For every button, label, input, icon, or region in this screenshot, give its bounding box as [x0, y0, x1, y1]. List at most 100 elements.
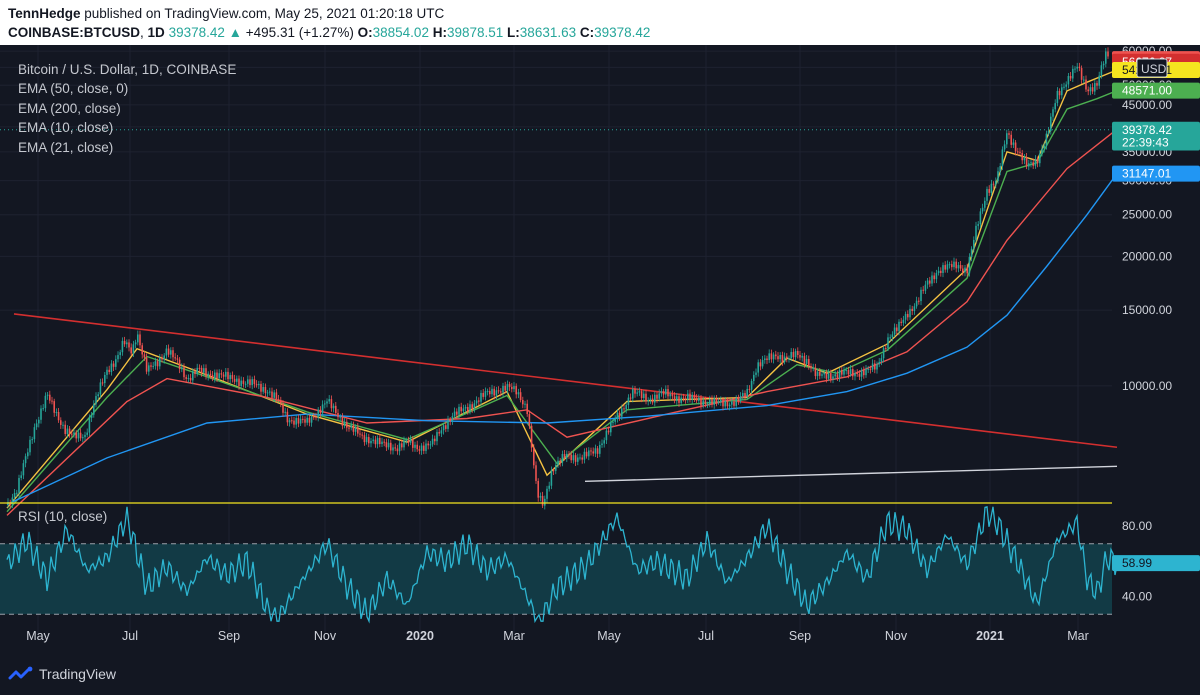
- brand-label[interactable]: TradingView: [39, 666, 117, 682]
- candle-body: [255, 384, 258, 386]
- candle-body: [130, 347, 132, 354]
- candle-body: [1041, 148, 1043, 154]
- candle-body: [792, 351, 795, 358]
- candle-body: [713, 398, 715, 405]
- candle-body: [788, 358, 790, 360]
- candle-body: [599, 445, 601, 454]
- candle-body: [816, 371, 819, 377]
- candle-body: [770, 353, 773, 360]
- candle-body: [1012, 142, 1015, 145]
- candle-body: [44, 395, 47, 409]
- candle-body: [46, 394, 49, 396]
- ema-line: [6, 173, 1118, 506]
- candle-body: [154, 361, 157, 366]
- candle-body: [341, 416, 344, 426]
- candle-body: [238, 378, 240, 386]
- candle-body: [40, 408, 42, 420]
- candle-body: [35, 423, 38, 428]
- candle-body: [990, 183, 993, 193]
- time-tick-label: Nov: [314, 629, 337, 643]
- candle-body: [779, 355, 781, 360]
- high-label: H:: [432, 25, 447, 40]
- price-label-text: 39378.42: [1122, 123, 1172, 137]
- candle-body: [627, 397, 630, 406]
- candle-body: [968, 257, 971, 274]
- time-tick-label: May: [597, 629, 621, 643]
- indicator-legend-item: EMA (21, close): [18, 140, 113, 155]
- candle-body: [126, 342, 128, 345]
- high-value: 39878.51: [446, 25, 504, 40]
- candle-body: [264, 387, 267, 394]
- candle-body: [374, 439, 377, 445]
- candle-body: [629, 397, 632, 399]
- candle-body: [348, 427, 350, 429]
- candle-body: [363, 435, 366, 443]
- candle-body: [49, 394, 51, 401]
- candle-body: [337, 412, 339, 418]
- candle-body: [955, 261, 957, 269]
- candle-body: [86, 432, 88, 435]
- price-chart[interactable]: 10000.0015000.0020000.0025000.0030000.00…: [0, 45, 1200, 655]
- candle-body: [328, 399, 330, 402]
- candle-body: [172, 350, 174, 358]
- candle-body: [1017, 151, 1019, 153]
- candle-body: [319, 409, 322, 414]
- last-price: 39378.42: [168, 25, 225, 40]
- interval-label: 1D: [147, 25, 165, 40]
- candle-body: [715, 398, 718, 403]
- candle-body: [935, 273, 938, 280]
- candle-body: [1021, 152, 1023, 161]
- candle-body: [132, 344, 135, 354]
- candle-body: [702, 400, 704, 406]
- candle-body: [1045, 133, 1048, 146]
- candle-body: [51, 400, 53, 402]
- candle-body: [1001, 149, 1004, 167]
- candle-body: [385, 442, 388, 448]
- candle-body: [827, 373, 830, 379]
- candle-body: [90, 414, 93, 418]
- candle-body: [262, 387, 264, 392]
- author-name[interactable]: TennHedge: [8, 6, 81, 21]
- candle-body: [911, 308, 913, 312]
- time-tick-label: 2020: [406, 629, 434, 643]
- axes: 10000.0015000.0020000.0025000.0030000.00…: [26, 45, 1200, 643]
- candle-body: [849, 369, 852, 375]
- candle-body: [495, 390, 498, 396]
- candle-body: [99, 382, 102, 395]
- candle-body: [530, 425, 533, 448]
- candle-body: [240, 380, 242, 386]
- candle-body: [332, 405, 335, 409]
- candle-body: [266, 392, 269, 394]
- candle-body: [467, 407, 469, 412]
- price-label-text: 48571.00: [1122, 84, 1172, 98]
- tradingview-logo-icon[interactable]: [8, 665, 34, 683]
- candle-body: [801, 355, 803, 358]
- candle-body: [106, 369, 108, 375]
- candle-body: [469, 404, 471, 412]
- candle-body: [225, 371, 227, 377]
- candle-body: [799, 355, 801, 358]
- candle-body: [1039, 153, 1041, 164]
- candle-body: [922, 289, 924, 291]
- candle-body: [414, 444, 416, 448]
- candle-body: [53, 401, 55, 413]
- candle-body: [885, 348, 887, 350]
- candle-body: [249, 379, 251, 386]
- candle-body: [84, 434, 86, 438]
- candle-body: [904, 313, 907, 320]
- candle-body: [948, 264, 951, 266]
- candle-body: [907, 313, 909, 318]
- candle-body: [299, 418, 302, 424]
- candle-body: [27, 452, 29, 457]
- candle-body: [836, 374, 839, 378]
- candle-body: [115, 359, 117, 367]
- indicator-legend-item: EMA (10, close): [18, 120, 113, 135]
- candle-body: [482, 392, 484, 397]
- candle-body: [458, 406, 460, 415]
- candle-body: [550, 470, 553, 486]
- candle-body: [574, 455, 577, 462]
- candle-body: [500, 391, 502, 393]
- candle-body: [750, 380, 753, 390]
- candle-body: [695, 398, 698, 401]
- candle-body: [559, 460, 561, 463]
